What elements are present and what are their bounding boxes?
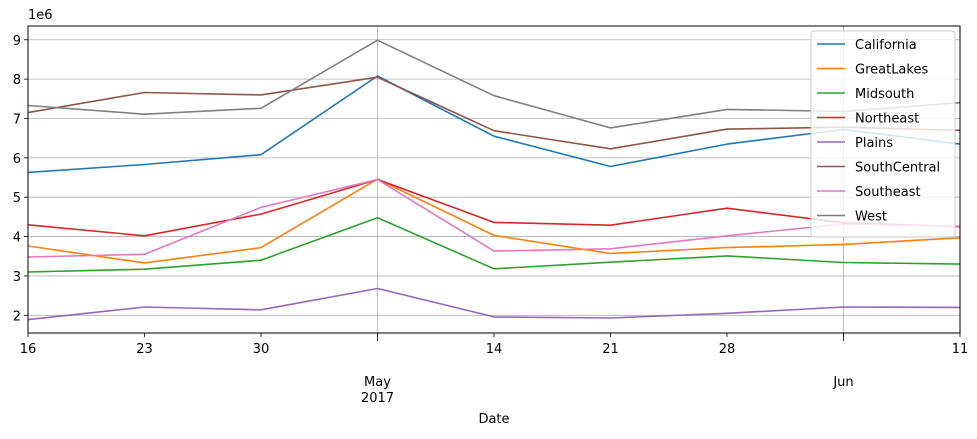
legend-label: West xyxy=(855,210,887,225)
series-line-southeast xyxy=(27,178,961,258)
x-tick-label: 23 xyxy=(136,342,153,357)
legend-label: Southeast xyxy=(855,185,921,200)
legend: California GreatLakes Midsouth Northeast Pla… xyxy=(810,30,956,238)
legend-label: Midsouth xyxy=(855,87,914,102)
series-line-california xyxy=(27,75,961,174)
series-line-southcentral xyxy=(27,76,961,150)
x-tick-label: 30 xyxy=(253,342,270,357)
x-month-label: Jun xyxy=(832,375,853,390)
y-tick-label: 4 xyxy=(13,231,21,246)
x-year-label: 2017 xyxy=(361,391,394,406)
series-line-west xyxy=(27,39,961,129)
legend-label: California xyxy=(855,38,917,53)
y-tick-label: 8 xyxy=(13,73,21,88)
x-tick-label: 28 xyxy=(719,342,736,357)
x-tick-label: 14 xyxy=(486,342,503,357)
x-tick-label: 16 xyxy=(20,342,37,357)
series-line-midsouth xyxy=(27,216,961,273)
x-axis-label: Date xyxy=(478,412,509,427)
series-line-plains xyxy=(27,287,961,321)
y-tick-label: 6 xyxy=(13,152,21,167)
series-layer xyxy=(27,39,961,321)
x-tick-label: 11 xyxy=(952,342,969,357)
legend-label: Northeast xyxy=(855,112,919,127)
y-tick-label: 5 xyxy=(13,191,21,206)
y-tick-label: 9 xyxy=(13,34,21,49)
legend-box xyxy=(810,30,956,238)
series-line-northeast xyxy=(27,178,961,237)
legend-label: GreatLakes xyxy=(855,63,928,78)
y-tick-label: 7 xyxy=(13,112,21,127)
y-tick-label: 3 xyxy=(13,270,21,285)
x-tick-label: 21 xyxy=(602,342,619,357)
legend-label: Plains xyxy=(855,136,893,151)
x-month-label: May xyxy=(364,375,391,390)
legend-label: SouthCentral xyxy=(855,161,940,176)
y-tick-label: 2 xyxy=(13,309,21,324)
y-offset-text: 1e6 xyxy=(28,8,53,23)
series-line-greatlakes xyxy=(27,178,961,264)
